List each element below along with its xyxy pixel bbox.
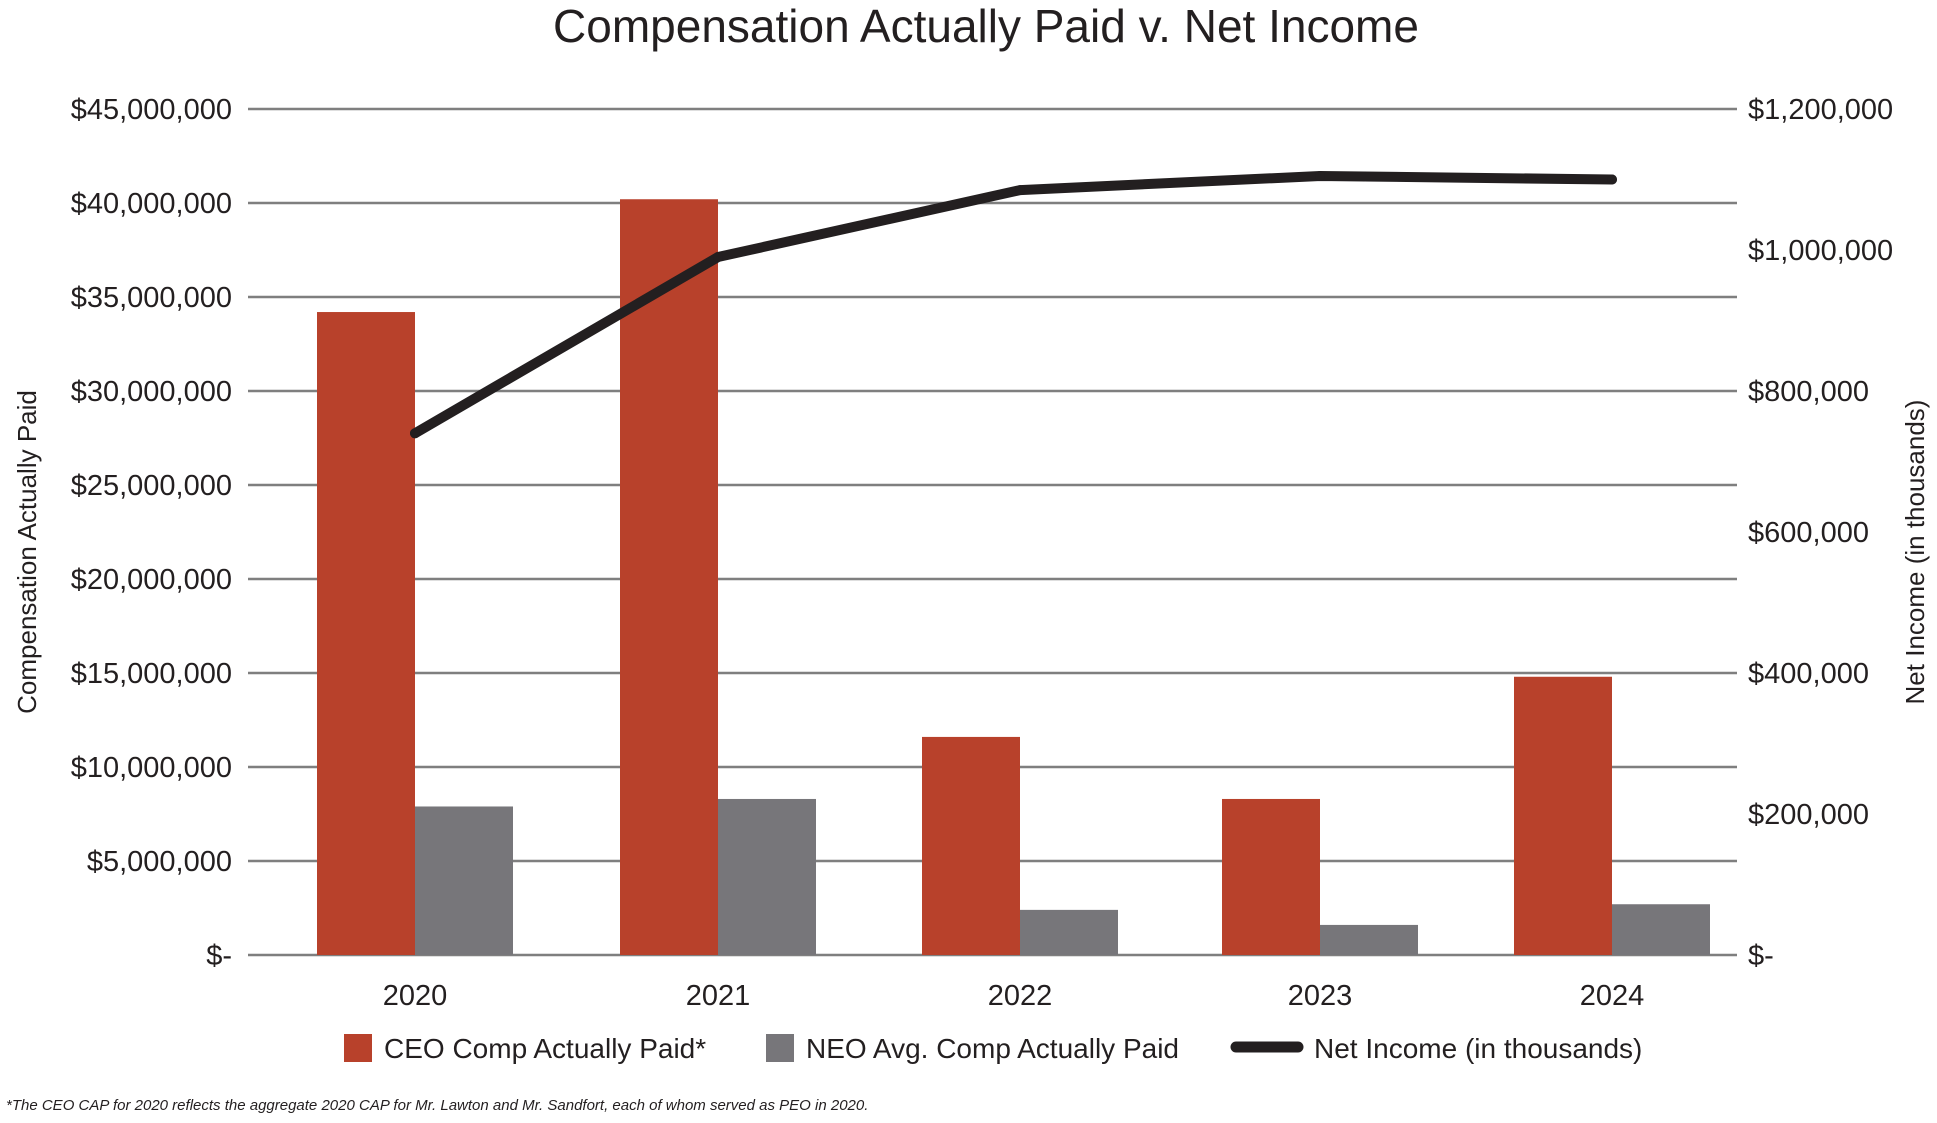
left-tick-label-1: $5,000,000 [87,846,232,878]
right-tick-label-6: $1,200,000 [1748,94,1893,126]
right-tick-label-4: $800,000 [1748,376,1869,408]
right-axis-ticks: $- $200,000 $400,000 $600,000 $800,000 $1,000… [1748,94,1893,972]
bar-neo-2022 [1020,909,1118,955]
net-income-point-2022 [1015,185,1025,196]
left-tick-label-6: $30,000,000 [71,376,232,408]
bar-ceo-2024 [1514,676,1612,955]
bar-neo-2023 [1320,924,1418,955]
net-income-point-2020 [410,428,420,439]
left-tick-label-8: $40,000,000 [71,188,232,220]
x-tick-label-2021: 2021 [686,980,751,1012]
right-tick-label-1: $200,000 [1748,799,1869,831]
legend-swatch-neo [766,1034,794,1062]
legend-label-ceo: CEO Comp Actually Paid* [384,1033,706,1064]
left-tick-label-9: $45,000,000 [71,94,232,126]
left-tick-label-7: $35,000,000 [71,282,232,314]
legend-swatch-ceo [344,1034,372,1062]
right-tick-label-2: $400,000 [1748,658,1869,690]
bar-neo-2021 [718,798,816,955]
x-tick-label-2020: 2020 [383,980,448,1012]
bar-ceo-2021 [620,199,718,956]
bar-ceo-2022 [922,736,1020,955]
right-tick-label-0: $- [1748,940,1774,972]
left-tick-label-4: $20,000,000 [71,564,232,596]
bar-ceo-2023 [1222,798,1320,955]
net-income-point-2024 [1607,174,1617,185]
left-tick-label-0: $- [206,940,232,972]
right-tick-label-3: $600,000 [1748,517,1869,549]
bars [317,199,1710,956]
left-tick-label-5: $25,000,000 [71,470,232,502]
net-income-point-2023 [1315,170,1325,181]
x-axis-ticks: 2020 2021 2022 2023 2024 [383,980,1645,1012]
x-tick-label-2022: 2022 [988,980,1053,1012]
bar-neo-2020 [415,806,513,955]
net-income-line-layer [410,170,1617,439]
left-tick-label-3: $15,000,000 [71,658,232,690]
legend: CEO Comp Actually Paid* NEO Avg. Comp Ac… [344,1033,1642,1064]
bar-neo-2024 [1612,904,1710,955]
left-axis-ticks: $- $5,000,000 $10,000,000 $15,000,000 $20,00… [71,94,232,972]
bar-ceo-2020 [317,312,415,955]
chart-title: Compensation Actually Paid v. Net Income [553,0,1419,52]
x-tick-label-2024: 2024 [1580,980,1645,1012]
net-income-line [410,170,1617,439]
legend-label-neo: NEO Avg. Comp Actually Paid [806,1033,1179,1064]
right-tick-label-5: $1,000,000 [1748,235,1893,267]
left-axis-label: Compensation Actually Paid [12,390,42,714]
right-axis-label: Net Income (in thousands) [1900,400,1930,705]
left-tick-label-2: $10,000,000 [71,752,232,784]
legend-label-net-income: Net Income (in thousands) [1314,1033,1642,1064]
footnote: *The CEO CAP for 2020 reflects the aggre… [6,1097,868,1114]
x-tick-label-2023: 2023 [1288,980,1353,1012]
net-income-point-2021 [713,252,723,263]
